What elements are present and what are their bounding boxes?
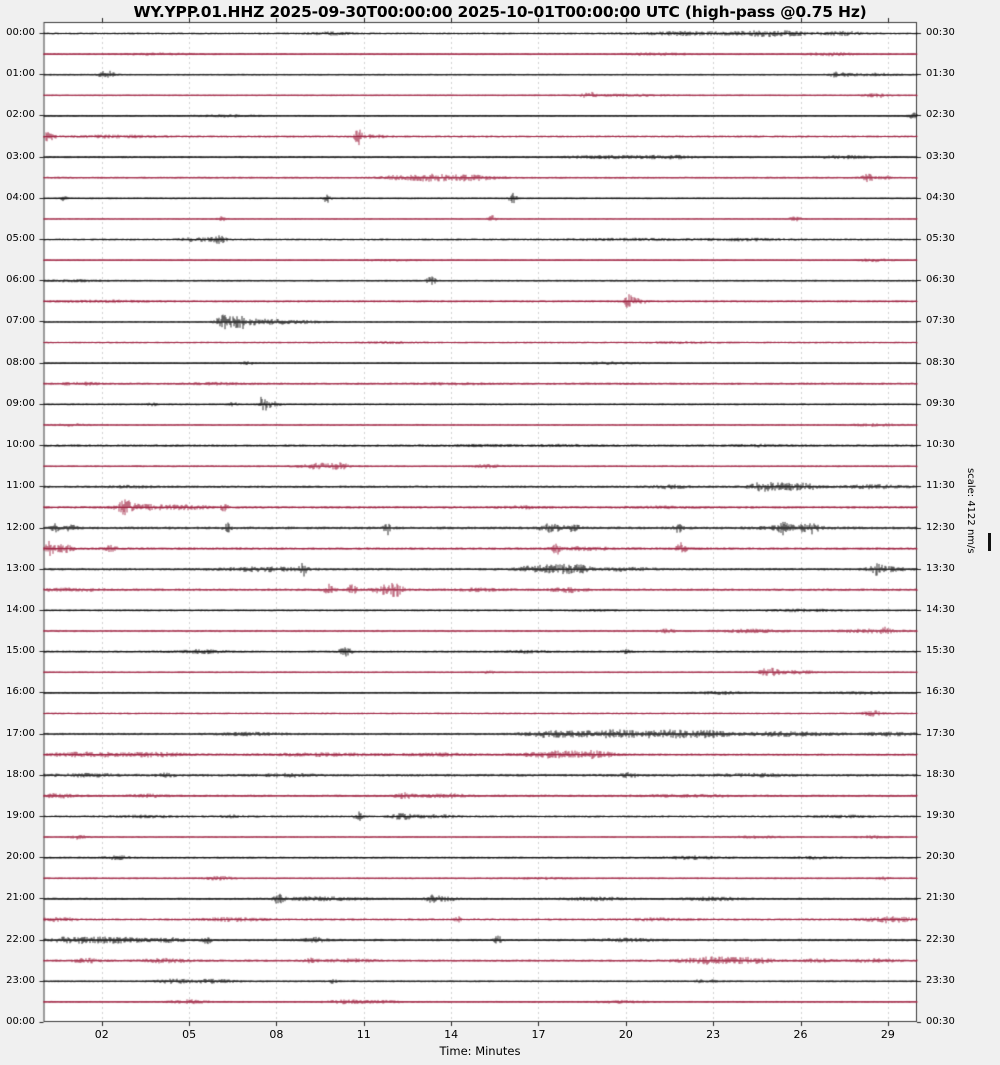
time-label-right: 23:30 xyxy=(926,974,955,986)
left-time-axis: 00:00 01:00 02:00 03:00 04:00 05:00 06:00 07:00… xyxy=(0,0,41,1065)
x-tick-label: 14 xyxy=(444,1028,459,1041)
time-label-right: 10:30 xyxy=(926,439,955,451)
time-label-left: 11:00 xyxy=(6,480,35,492)
time-label-left: 18:00 xyxy=(6,768,35,780)
time-label-right: 18:30 xyxy=(926,768,955,780)
time-label-right: 13:30 xyxy=(926,562,955,574)
time-label-left: 08:00 xyxy=(6,356,35,368)
page-title: WY.YPP.01.HHZ 2025-09-30T00:00:00 2025-1… xyxy=(133,3,867,21)
time-label-right: 11:30 xyxy=(926,480,955,492)
time-label-left: 05:00 xyxy=(6,233,35,245)
time-label-right: 04:30 xyxy=(926,191,955,203)
time-label-left: 01:00 xyxy=(6,68,35,80)
time-label-left: 04:00 xyxy=(6,191,35,203)
right-time-axis: 00:30 01:30 02:30 03:30 04:30 05:30 06:30 07:30… xyxy=(921,0,981,1065)
scale-label: scale: 4122 nm/s xyxy=(965,468,976,554)
time-label-left: 23:00 xyxy=(6,974,35,986)
time-label-right: 19:30 xyxy=(926,809,955,821)
time-label-right: 16:30 xyxy=(926,686,955,698)
x-tick-label: 29 xyxy=(880,1028,895,1041)
time-label-right: 12:30 xyxy=(926,521,955,533)
x-tick-label: 02 xyxy=(94,1028,109,1041)
x-tick-label: 11 xyxy=(356,1028,371,1041)
time-label-left: 07:00 xyxy=(6,315,35,327)
scale-bar xyxy=(988,533,991,551)
x-tick-label: 23 xyxy=(706,1028,721,1041)
time-label-right: 15:30 xyxy=(926,645,955,657)
time-label-right: 17:30 xyxy=(926,727,955,739)
x-tick-label: 05 xyxy=(182,1028,197,1041)
time-label-left: 02:00 xyxy=(6,109,35,121)
x-tick-label: 26 xyxy=(793,1028,808,1041)
time-label-left: 10:00 xyxy=(6,439,35,451)
time-label-left: 00:00 xyxy=(6,27,35,38)
time-label-right: 00:30 xyxy=(926,27,955,38)
x-axis-title: Time: Minutes xyxy=(439,1044,521,1058)
time-label-left: 06:00 xyxy=(6,274,35,286)
time-label-left: 16:00 xyxy=(6,686,35,698)
time-label-left: 20:00 xyxy=(6,851,35,863)
time-label-left: 09:00 xyxy=(6,397,35,409)
time-label-left: 21:00 xyxy=(6,892,35,904)
time-label-left: 03:00 xyxy=(6,150,35,162)
time-label-right: 05:30 xyxy=(926,233,955,245)
time-label-left: 19:00 xyxy=(6,809,35,821)
time-label-left: 12:00 xyxy=(6,521,35,533)
time-label-right: 02:30 xyxy=(926,109,955,121)
x-tick-label: 20 xyxy=(618,1028,633,1041)
time-label-right: 06:30 xyxy=(926,274,955,286)
time-label-right: 03:30 xyxy=(926,150,955,162)
time-label-right: 14:30 xyxy=(926,603,955,615)
time-label-right: 08:30 xyxy=(926,356,955,368)
time-label-right: 21:30 xyxy=(926,892,955,904)
x-tick-label: 17 xyxy=(531,1028,546,1041)
time-label-left: 00:00 xyxy=(6,1016,35,1027)
time-label-left: 15:00 xyxy=(6,645,35,657)
time-label-right: 00:30 xyxy=(926,1016,955,1027)
time-label-right: 01:30 xyxy=(926,68,955,80)
time-label-left: 14:00 xyxy=(6,603,35,615)
time-label-left: 22:00 xyxy=(6,933,35,945)
time-label-right: 09:30 xyxy=(926,397,955,409)
x-tick-label: 08 xyxy=(269,1028,284,1041)
time-label-left: 13:00 xyxy=(6,562,35,574)
time-label-right: 20:30 xyxy=(926,851,955,863)
time-label-right: 07:30 xyxy=(926,315,955,327)
time-label-right: 22:30 xyxy=(926,933,955,945)
time-label-left: 17:00 xyxy=(6,727,35,739)
